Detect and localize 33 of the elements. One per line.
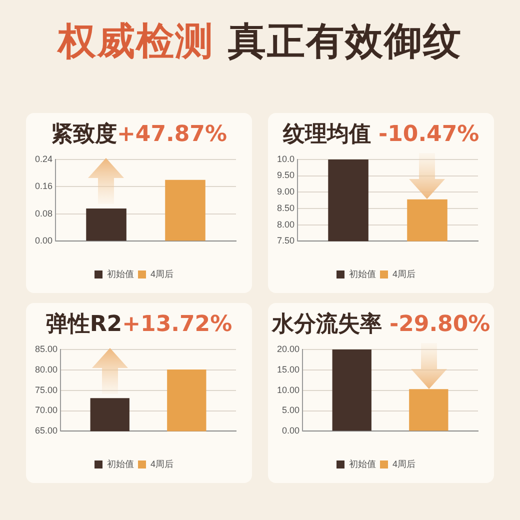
y-tick-label: 7.50 [276, 236, 295, 246]
text: 权威检测 真正有效御纹 [56, 18, 464, 65]
chart-title: 弹性R2+13.72% [44, 311, 234, 339]
y-tick-label: 9.00 [276, 186, 295, 197]
y-tick-label: 0.00 [34, 236, 53, 246]
chart-title: 水分流失率 -29.80% [270, 310, 492, 339]
legend-label: 初始值 [106, 458, 134, 469]
chart-title: 紧致度+47.87% [50, 120, 228, 149]
y-tick-label: 85.00 [34, 344, 58, 354]
y-tick-label: 20.00 [276, 344, 300, 354]
y-tick-label: 9.50 [276, 170, 295, 180]
legend-label: 初始值 [348, 268, 376, 279]
y-tick-label: 10.0 [276, 154, 295, 164]
y-tick-label: 8.00 [276, 219, 295, 230]
legend-label: 4周后 [150, 268, 174, 279]
y-tick-label: 70.00 [34, 405, 58, 416]
y-tick-label: 65.00 [34, 426, 58, 436]
y-tick-label: 0.08 [34, 208, 53, 218]
y-tick-label: 75.00 [34, 384, 58, 395]
y-tick-label: 8.50 [276, 202, 295, 213]
y-tick-label: 0.24 [34, 154, 53, 164]
chart-title: 纹理均值 -10.47% [282, 121, 480, 149]
y-tick-label: 0.16 [34, 181, 53, 192]
legend-label: 4周后 [150, 458, 174, 469]
y-tick-label: 0.00 [282, 426, 300, 436]
legend-label: 初始值 [106, 268, 134, 279]
y-tick-label: 5.00 [282, 405, 300, 416]
y-tick-label: 15.00 [276, 364, 300, 374]
legend-label: 初始值 [348, 458, 376, 469]
y-tick-label: 80.00 [34, 364, 58, 374]
legend-label: 4周后 [392, 268, 416, 279]
legend-label: 4周后 [392, 458, 416, 469]
y-tick-label: 10.00 [276, 384, 300, 395]
